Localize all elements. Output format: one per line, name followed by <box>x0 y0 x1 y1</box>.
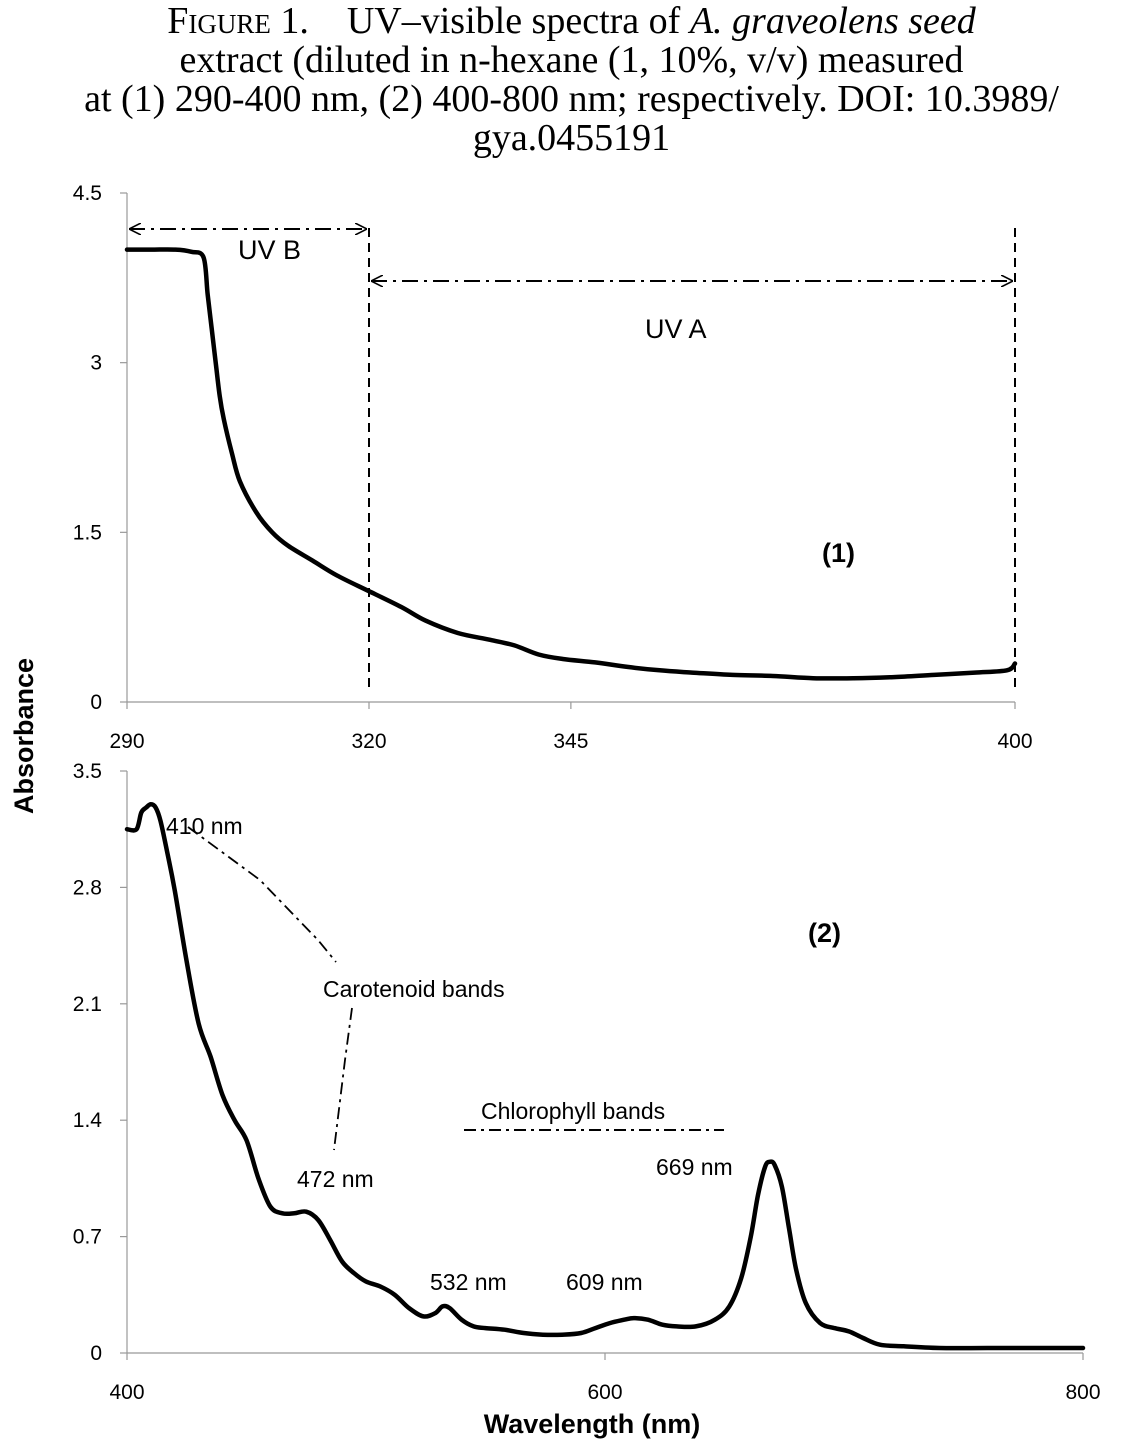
panel-1-y-tick-label: 1.5 <box>73 521 102 544</box>
panel-1-x-tick-label: 290 <box>109 730 144 753</box>
panel-2-y-tick-label: 3.5 <box>73 760 102 783</box>
caption-line-3: at (1) 290-400 nm, (2) 400-800 nm; respe… <box>84 78 1059 120</box>
panel-2-x-tick-label: 800 <box>1065 1381 1100 1404</box>
panel-1-x-tick-label: 320 <box>351 730 386 753</box>
panel-2-y-ticks: 0 0.7 1.4 2.1 2.8 3.5 <box>73 760 127 1365</box>
panel-1-label: (1) <box>822 538 855 568</box>
y-axis-title: Absorbance <box>9 658 39 814</box>
carotenoid-leader-upper <box>187 826 337 963</box>
caption-species: A. graveolens seed <box>689 0 976 42</box>
panel-1-x-tick-label: 345 <box>553 730 588 753</box>
caption-line-2: extract (diluted in n-hexane (1, 10%, v/… <box>179 39 964 81</box>
panel-1-y-tick-label: 0 <box>90 691 102 714</box>
panel-1-y-tick-label: 4.5 <box>73 182 102 205</box>
panel-2-absorbance-curve <box>124 802 1086 1351</box>
panel-2-y-tick-label: 2.1 <box>73 993 102 1016</box>
peak-label-609: 609 nm <box>566 1269 643 1295</box>
carotenoid-leader-lower <box>333 1007 353 1151</box>
caption-line-1: Figure 1. UV–visible spectra of A. grave… <box>0 2 1143 41</box>
caption-text-1: UV–visible spectra of <box>346 0 690 42</box>
peak-label-669: 669 nm <box>656 1154 733 1180</box>
figure-label: Figure 1. <box>167 0 309 42</box>
panel-2: 0 0.7 1.4 2.1 2.8 3.5 400 600 800 410 nm Carote… <box>73 760 1101 1439</box>
panel-2-y-tick-label: 2.8 <box>73 876 102 899</box>
carotenoid-bands-label: Carotenoid bands <box>323 976 505 1002</box>
panel-1-x-ticks: 290 320 345 400 <box>109 702 1033 753</box>
chlorophyll-bands-label: Chlorophyll bands <box>481 1098 665 1124</box>
peak-label-472: 472 nm <box>297 1166 374 1192</box>
caption-line-4: gya.0455191 <box>472 117 671 159</box>
panel-1-x-tick-label: 400 <box>997 730 1032 753</box>
panel-1-y-ticks: 0 1.5 3 4.5 <box>73 182 127 714</box>
panel-2-y-tick-label: 0 <box>90 1342 102 1365</box>
panel-1: 0 1.5 3 4.5 290 320 345 400 UV B UV A (1) <box>73 182 1033 753</box>
panel-1-y-tick-label: 3 <box>90 352 102 375</box>
panel-1-absorbance-curve <box>124 247 1018 681</box>
peak-label-410: 410 nm <box>166 813 243 839</box>
panel-2-label: (2) <box>808 918 841 948</box>
peak-label-532: 532 nm <box>430 1269 507 1295</box>
figure-caption: Figure 1. UV–visible spectra of A. grave… <box>0 2 1143 158</box>
panel-2-x-tick-label: 400 <box>109 1381 144 1404</box>
panel-2-y-tick-label: 1.4 <box>73 1109 103 1132</box>
panel-2-x-tick-label: 600 <box>587 1381 622 1404</box>
panel-2-y-tick-label: 0.7 <box>73 1226 102 1249</box>
uva-label: UV A <box>645 314 707 344</box>
uvb-label: UV B <box>238 235 301 265</box>
x-axis-title: Wavelength (nm) <box>484 1409 701 1439</box>
panel-2-x-ticks: 400 600 800 <box>109 1353 1101 1404</box>
